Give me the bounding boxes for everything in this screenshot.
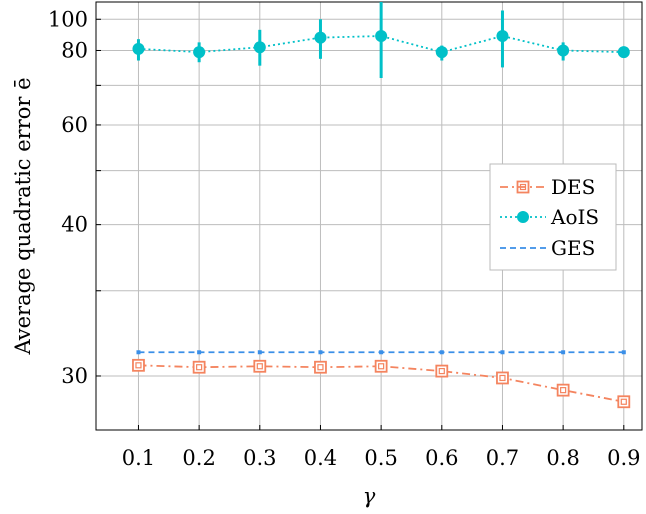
point-inner-des xyxy=(560,387,567,394)
x-tick-label: 0.9 xyxy=(607,446,640,470)
point-aois xyxy=(496,30,509,43)
x-tick-label: 0.6 xyxy=(425,446,458,470)
point-ges xyxy=(136,350,141,355)
point-inner-des xyxy=(378,363,385,370)
point-des xyxy=(192,360,206,374)
legend-label-ges: GES xyxy=(551,236,595,260)
plot-frame xyxy=(95,1,643,431)
point-inner-des xyxy=(317,364,324,371)
point-aois xyxy=(253,41,266,54)
x-tick-label: 0.8 xyxy=(546,446,579,470)
x-axis-title: γ xyxy=(363,484,376,508)
legend-entry-aois: AoIS xyxy=(500,205,599,229)
point-inner-des xyxy=(438,367,445,375)
legend-marker-des-inner xyxy=(519,183,527,191)
point-des xyxy=(253,359,267,373)
x-axis: 0.1 0.2 0.3 0.4 0.5 0.6 0.7 0.8 0.9 xyxy=(122,425,641,470)
y-tick-label: 80 xyxy=(61,38,88,62)
point-inner-des xyxy=(499,374,506,382)
legend-label-des: DES xyxy=(551,175,595,199)
point-inner-des xyxy=(256,363,263,370)
point-des xyxy=(556,383,570,397)
point-des xyxy=(132,358,145,372)
point-des xyxy=(496,371,509,385)
point-ges xyxy=(561,350,566,355)
point-des xyxy=(435,364,449,378)
point-des xyxy=(374,359,388,373)
point-ges xyxy=(379,350,384,355)
y-axis-title: Average quadratic error ē xyxy=(11,77,35,355)
point-ges xyxy=(500,350,505,355)
x-tick-label: 0.4 xyxy=(304,446,337,470)
legend-entry-ges: GES xyxy=(500,236,595,260)
y-tick-label: 100 xyxy=(48,7,88,31)
point-aois xyxy=(132,42,145,55)
legend-label-aois: AoIS xyxy=(550,205,599,229)
x-tick-label: 0.2 xyxy=(182,446,215,470)
legend-entry-des: DES xyxy=(500,175,595,199)
point-aois xyxy=(617,46,630,59)
x-tick-label: 0.1 xyxy=(122,446,155,470)
point-des xyxy=(617,395,631,409)
point-ges xyxy=(439,350,444,355)
point-ges xyxy=(257,350,262,355)
series-aois xyxy=(132,2,630,79)
point-aois xyxy=(314,31,327,44)
point-ges xyxy=(318,350,323,355)
point-ges xyxy=(197,350,202,355)
point-inner-des xyxy=(196,364,203,371)
point-aois xyxy=(193,46,206,59)
series-layer xyxy=(132,2,631,409)
x-tick-label: 0.5 xyxy=(364,446,397,470)
series-des xyxy=(132,358,631,409)
point-inner-des xyxy=(135,362,142,369)
point-des xyxy=(314,360,327,374)
y-tick-label: 60 xyxy=(61,113,88,137)
point-aois xyxy=(557,44,570,57)
point-inner-des xyxy=(620,398,627,405)
series-ges xyxy=(136,350,626,355)
y-tick-label: 40 xyxy=(61,213,88,237)
point-aois xyxy=(375,30,388,43)
point-ges xyxy=(621,350,626,355)
x-tick-label: 0.7 xyxy=(486,446,519,470)
y-tick-label: 30 xyxy=(61,364,88,388)
line-aois xyxy=(138,35,624,54)
point-aois xyxy=(435,46,448,59)
y-axis: 30 40 60 80 100 xyxy=(48,7,101,388)
legend: DES AoIS GES xyxy=(489,163,617,271)
x-tick-label: 0.3 xyxy=(243,446,276,470)
legend-marker-des xyxy=(516,180,530,194)
legend-marker-aois xyxy=(517,211,529,223)
